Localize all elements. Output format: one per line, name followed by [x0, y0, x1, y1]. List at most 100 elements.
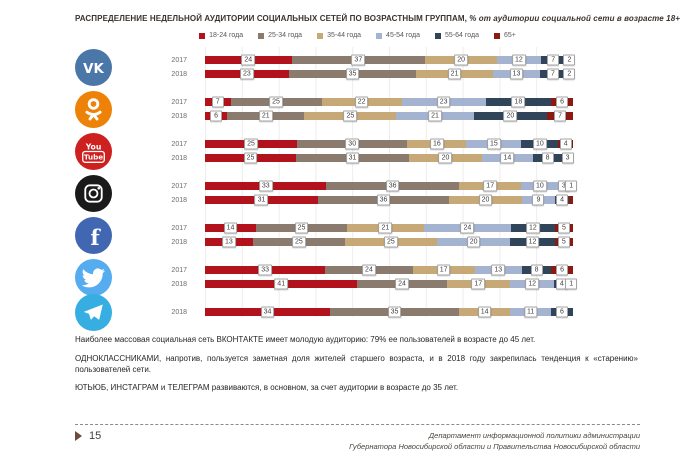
bar-value-label: 36	[385, 180, 400, 192]
bar-segment: 35	[330, 306, 459, 318]
bar-segment: 10	[521, 138, 559, 150]
legend-swatch-icon	[493, 32, 500, 39]
bar-value-label: 33	[258, 180, 273, 192]
bar-segment: 10	[521, 180, 559, 192]
legend-swatch-icon	[199, 32, 206, 39]
bar-value-label: 8	[530, 264, 543, 276]
bar-value-label: 37	[351, 54, 366, 66]
bar-segment: 2	[563, 68, 576, 80]
bar-segment: 25	[304, 110, 397, 122]
year-label: 2018	[171, 238, 187, 246]
bar-value-label: 12	[526, 222, 540, 234]
bar-value-label: 36	[376, 194, 391, 206]
network-bars-vk: 2017 24 37 20 12 7 2 2018 23 35 21 13 7 2	[135, 53, 576, 81]
bar-value-label: 12	[525, 236, 540, 248]
year-label: 2017	[171, 224, 187, 232]
legend-item: 35-44 года	[317, 32, 361, 39]
bar-value-label: 24	[362, 264, 376, 276]
bar-segment: 41	[205, 278, 358, 290]
bar-row-ok-2018: 2018 6 21 25 21 20 7	[135, 109, 573, 123]
footer-credit-line-2: Губернатора Новосибирской области и Прав…	[349, 441, 640, 451]
bar-row-telegram-2018: 2018 34 35 14 11 6	[135, 305, 573, 319]
bar-value-label: 16	[429, 138, 444, 150]
twitter-icon	[75, 258, 135, 296]
legend-label: 55-64 года	[445, 32, 479, 39]
bar-value-label: 20	[466, 236, 481, 248]
year-label: 2018	[171, 196, 187, 204]
bar-value-label: 21	[378, 222, 393, 234]
year-label: 2017	[171, 140, 187, 148]
bar-segment: 6	[205, 110, 228, 122]
bar-segment: 6	[551, 96, 573, 108]
legend-swatch-icon	[258, 32, 265, 39]
bar-value-label: 41	[274, 278, 289, 290]
bar-track: 14 25 21 24 12 5	[205, 221, 574, 235]
bar-segment: 22	[321, 96, 402, 108]
bar-segment: 17	[412, 264, 475, 276]
bar-segment: 21	[347, 222, 424, 234]
telegram-icon	[75, 293, 135, 331]
network-bars-instagram: 2017 33 36 17 10 3 1 2018 31 36 20 9 4	[135, 179, 578, 207]
legend-item: 45-54 года	[376, 32, 420, 39]
chart-title-main: РАСПРЕДЕЛЕНИЕ НЕДЕЛЬНОЙ АУДИТОРИИ СОЦИАЛ…	[75, 14, 467, 23]
year-label: 2017	[171, 266, 187, 274]
bar-value-label: 21	[447, 68, 462, 80]
page-marker-icon	[75, 430, 82, 441]
bar-value-label: 31	[345, 152, 360, 164]
bar-value-label: 17	[436, 264, 451, 276]
bar-value-label: 25	[343, 110, 358, 122]
bar-value-label: 23	[239, 68, 254, 80]
bar-value-label: 14	[477, 306, 492, 318]
network-bars-telegram: 2018 34 35 14 11 6	[135, 305, 573, 319]
bar-segment: 7	[547, 110, 573, 122]
bar-segment: 35	[288, 68, 417, 80]
bar-segment: 21	[396, 110, 474, 122]
bar-segment: 25	[205, 138, 297, 150]
page-footer: 15 Департамент информационной политики а…	[75, 423, 640, 453]
bar-segment: 31	[205, 194, 318, 206]
legend-swatch-icon	[376, 32, 383, 39]
bar-segment: 7	[540, 68, 566, 80]
bar-value-label: 4	[559, 138, 572, 150]
bar-value-label: 6	[556, 264, 569, 276]
bar-segment: 9	[522, 194, 555, 206]
network-bars-ok: 2017 7 25 22 23 18 6 2018 6 21 25 21 20 7	[135, 95, 573, 123]
network-row-youtube: You Tube 2017 25 30 16 15 10 4 2018 25 31 20 14 8 3	[75, 132, 574, 170]
network-row-telegram: 2018 34 35 14 11 6	[75, 293, 573, 331]
bar-value-label: 30	[345, 138, 360, 150]
bar-segment: 3	[561, 152, 574, 164]
bar-segment: 17	[446, 278, 510, 290]
bar-segment: 33	[205, 264, 326, 276]
bar-value-label: 11	[524, 306, 538, 318]
legend-item: 18-24 года	[199, 32, 243, 39]
bar-segment: 17	[458, 180, 522, 192]
bar-row-twitter-2017: 2017 33 24 17 13 8 6	[135, 263, 573, 277]
bar-segment: 24	[325, 264, 413, 276]
legend-item: 55-64 года	[435, 32, 479, 39]
bar-segment: 7	[205, 96, 231, 108]
bar-value-label: 14	[223, 222, 238, 234]
bar-value-label: 18	[511, 96, 526, 108]
bar-segment: 5	[554, 236, 573, 248]
chart-title: РАСПРЕДЕЛЕНИЕ НЕДЕЛЬНОЙ АУДИТОРИИ СОЦИАЛ…	[75, 14, 680, 23]
bar-segment: 2	[563, 54, 576, 66]
bar-track: 25 31 20 14 8 3	[205, 151, 574, 165]
bar-value-label: 6	[210, 110, 223, 122]
bar-track: 23 35 21 13 7 2	[205, 67, 576, 81]
bar-value-label: 2	[563, 68, 576, 80]
bar-segment: 24	[205, 54, 292, 66]
bar-segment: 14	[458, 306, 511, 318]
bar-segment: 36	[326, 180, 459, 192]
bar-value-label: 8	[541, 152, 554, 164]
chart-title-subtitle: % от аудитории социальной сети в возраст…	[466, 14, 681, 23]
bar-value-label: 13	[491, 264, 506, 276]
note-odnoklassniki: ОДНОКЛАССНИКАМИ, напротив, пользуется за…	[75, 353, 638, 374]
bar-value-label: 3	[561, 152, 574, 164]
bar-value-label: 6	[555, 306, 568, 318]
bar-track: 33 24 17 13 8 6	[205, 263, 573, 277]
network-row-ok: 2017 7 25 22 23 18 6 2018 6 21 25 21 20 7	[75, 90, 573, 128]
bar-track: 7 25 22 23 18 6	[205, 95, 573, 109]
bar-segment	[569, 196, 574, 204]
bar-segment: 6	[551, 264, 573, 276]
bar-segment: 15	[466, 138, 522, 150]
